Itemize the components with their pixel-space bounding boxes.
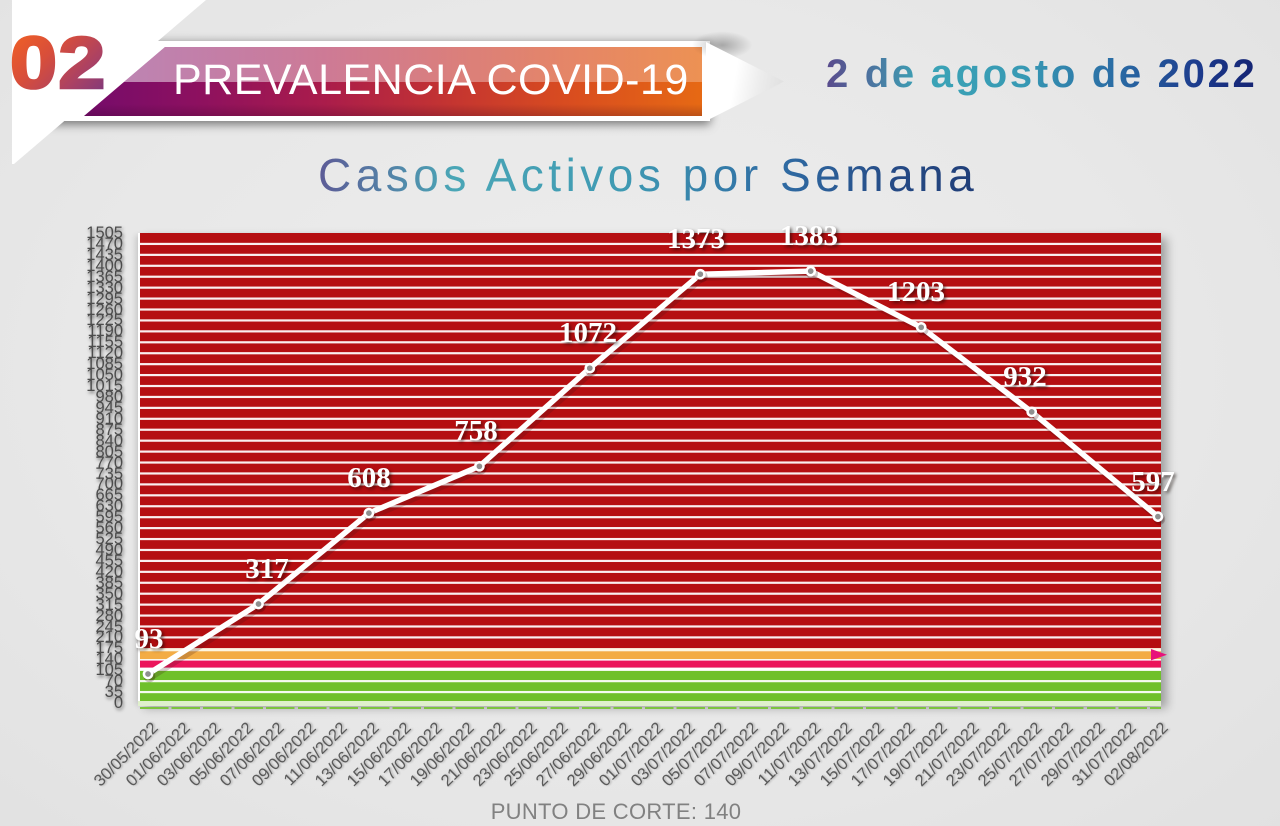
svg-text:02: 02 [10, 22, 107, 104]
